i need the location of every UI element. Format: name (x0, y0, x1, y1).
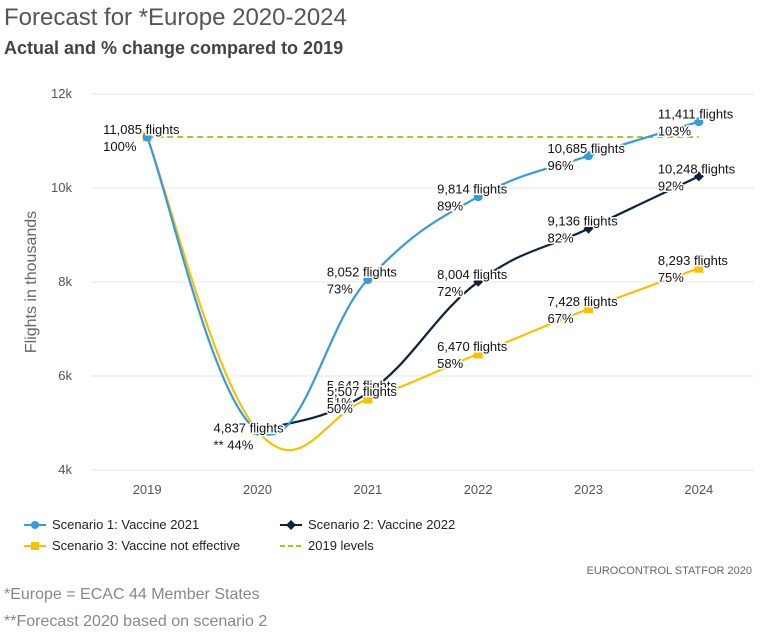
data-point (473, 349, 483, 359)
data-label-percent: 96% (548, 158, 574, 173)
data-label-percent: 100% (103, 139, 137, 154)
data-label-percent: 89% (437, 199, 463, 214)
data-label-percent: 75% (658, 270, 684, 285)
data-label: 8,293 flights (658, 253, 729, 268)
data-label-percent: 92% (658, 178, 684, 193)
series-line-scenario1 (146, 120, 700, 436)
y-tick-label: 10k (51, 180, 72, 195)
chart-subtitle: Actual and % change compared to 2019 (4, 38, 344, 58)
data-label: 7,428 flights (548, 294, 619, 309)
y-tick-label: 6k (58, 368, 72, 383)
legend-label: Scenario 1: Vaccine 2021 (52, 517, 200, 532)
data-point (584, 304, 593, 314)
data-point (253, 426, 262, 436)
data-point (583, 223, 594, 234)
data-label: 10,685 flights (548, 141, 626, 156)
data-label: 5,507 flights (327, 384, 398, 399)
y-axis-label: Flights in thousands (23, 211, 40, 353)
chart-title: Forecast for *Europe 2020-2024 (4, 4, 347, 31)
footnote-europe: *Europe = ECAC 44 Member States (4, 586, 260, 603)
legend-label: Scenario 3: Vaccine not effective (52, 538, 241, 553)
line-chart: 4k 6k 8k 10k 12k 2019 2020 2021 2022 2023 2024 Flig… (23, 86, 754, 497)
x-tick-label: 2024 (684, 482, 713, 497)
data-label-percent: 103% (658, 124, 692, 139)
data-label: 10,248 flights (658, 161, 736, 176)
x-tick-label: 2022 (464, 482, 493, 497)
x-tick-label: 2019 (133, 482, 162, 497)
data-label: 11,085 flights (103, 122, 180, 137)
data-point (363, 394, 373, 404)
series-line-scenario2 (257, 175, 700, 432)
data-point (694, 263, 704, 273)
data-label-percent: ** 44% (214, 438, 254, 453)
data-label: 9,814 flights (437, 182, 508, 197)
data-label-percent: 72% (437, 284, 463, 299)
y-tick-label: 8k (58, 274, 72, 289)
legend-label: 2019 levels (308, 538, 374, 553)
data-label: 11,411 flights (658, 107, 734, 122)
square-marker-icon (24, 541, 46, 550)
y-tick-label: 4k (58, 462, 72, 477)
legend-item-scenario2[interactable]: Scenario 2: Vaccine 2022 (280, 517, 455, 532)
data-point (473, 276, 484, 287)
data-label-percent: 58% (437, 356, 463, 371)
footnote-forecast: **Forecast 2020 based on scenario 2 (4, 613, 268, 630)
data-point (473, 192, 483, 202)
data-point (693, 171, 704, 182)
data-label-percent: 67% (548, 311, 574, 326)
dashed-line-icon (280, 544, 302, 547)
y-tick-label: 12k (51, 86, 72, 101)
circle-marker-icon (24, 520, 46, 529)
data-label: 9,136 flights (548, 214, 619, 229)
data-label-percent: 50% (327, 401, 353, 416)
data-label: 4,837 flights (214, 421, 285, 436)
x-tick-label: 2023 (574, 482, 603, 497)
diamond-marker-icon (280, 519, 302, 530)
legend-label: Scenario 2: Vaccine 2022 (308, 517, 456, 532)
legend-item-scenario1[interactable]: Scenario 1: Vaccine 2021 (24, 517, 199, 532)
data-point (584, 151, 593, 161)
data-point (362, 387, 373, 398)
legend-item-scenario3[interactable]: Scenario 3: Vaccine not effective (24, 538, 240, 553)
x-tick-label: 2021 (353, 482, 382, 497)
data-label-percent: 73% (327, 282, 353, 297)
data-label: 8,052 flights (327, 265, 398, 280)
data-label-percent: 51% (327, 395, 353, 410)
data-point (142, 132, 152, 142)
data-label: 5,642 flights (327, 378, 398, 393)
data-label: 6,470 flights (437, 339, 508, 354)
credit-text: EUROCONTROL STATFOR 2020 (586, 565, 752, 577)
data-label-percent: 82% (548, 231, 574, 246)
legend-item-2019-levels[interactable]: 2019 levels (280, 538, 374, 553)
data-point (363, 275, 373, 285)
x-tick-label: 2020 (243, 482, 272, 497)
data-point (694, 117, 704, 127)
data-label: 8,004 flights (437, 267, 508, 282)
